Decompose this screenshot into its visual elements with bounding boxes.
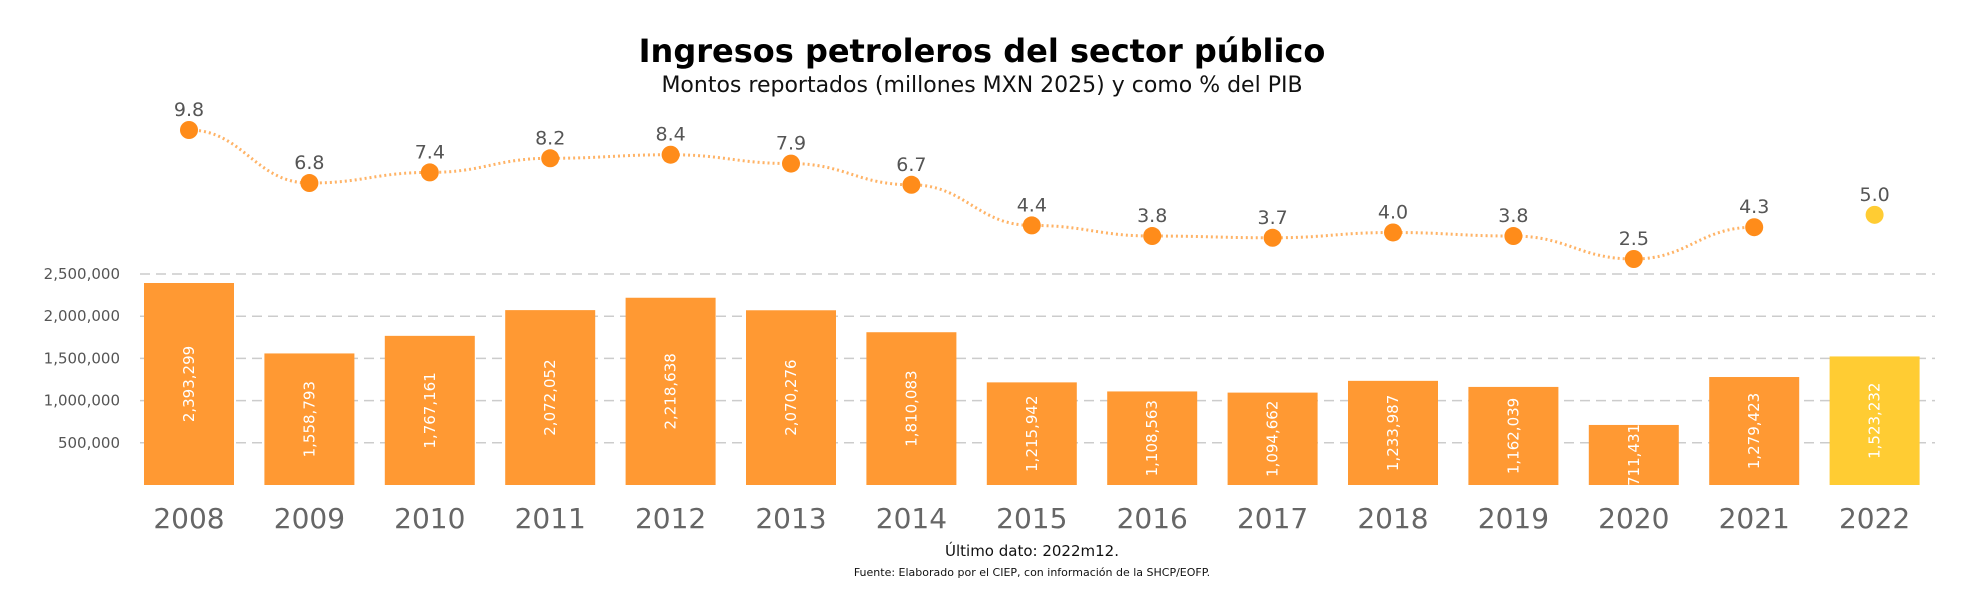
bar-label: 1,523,232: [1866, 383, 1884, 459]
bar-label: 1,810,083: [902, 370, 920, 446]
x-tick-label: 2020: [1598, 502, 1669, 535]
chart-title: Ingresos petroleros del sector público: [639, 32, 1326, 70]
bar: [986, 382, 1077, 485]
pct-label: 4.3: [1739, 196, 1769, 218]
pct-point: [1504, 227, 1523, 246]
pct-point: [661, 145, 680, 164]
bar: [1829, 356, 1920, 485]
y-tick-label: 2,500,000: [44, 265, 120, 283]
pct-point: [1263, 228, 1282, 247]
y-tick-label: 1,500,000: [44, 349, 120, 367]
x-tick-label: 2014: [876, 502, 947, 535]
bar-label: 1,108,563: [1143, 400, 1161, 476]
bar-label: 1,215,942: [1023, 396, 1041, 472]
bar-label: 2,070,276: [782, 359, 800, 435]
bar: [505, 310, 596, 485]
x-tick-label: 2017: [1237, 502, 1308, 535]
y-axis-ticks: 500,000 1,000,000 1,500,000 2,000,000 2,500,…: [44, 265, 120, 452]
bar-label: 1,279,423: [1745, 393, 1763, 469]
footer-source: Fuente: Elaborado por el CIEP, con infor…: [854, 566, 1210, 579]
x-tick-label: 2016: [1117, 502, 1188, 535]
footer-note: Último dato: 2022m12.: [945, 541, 1119, 560]
bar-label: 1,094,662: [1264, 401, 1282, 477]
pct-point: [420, 163, 439, 182]
pct-label: 8.4: [655, 124, 685, 146]
bar: [264, 353, 355, 485]
bar: [866, 332, 957, 485]
x-axis-ticks: 2008 2009 2010 2011 2012 2013 2014 2015 2016 2017…: [153, 502, 1910, 535]
pct-point: [1384, 223, 1402, 242]
pct-label: 2.5: [1619, 228, 1649, 250]
pct-labels: 9.8 6.8 7.4 8.2 8.4 7.9 6.7 4.4 3.8 3.7 4.0 3.8 2.5 4…: [174, 99, 1890, 250]
x-tick-label: 2021: [1719, 502, 1790, 535]
bar: [746, 310, 836, 485]
x-tick-label: 2019: [1478, 502, 1549, 535]
x-tick-label: 2018: [1357, 502, 1428, 535]
pct-point: [902, 175, 921, 194]
y-tick-label: 2,000,000: [44, 307, 120, 325]
x-tick-label: 2009: [274, 502, 345, 535]
pct-point: [1745, 218, 1764, 237]
bar-labels: 2,393,299 1,558,793 1,767,161 2,072,052 2,21…: [180, 346, 1884, 486]
pct-label: 9.8: [174, 99, 204, 121]
pct-label: 3.8: [1137, 205, 1167, 227]
pct-label: 4.0: [1378, 201, 1408, 223]
bar: [1107, 391, 1198, 485]
x-tick-label: 2012: [635, 502, 706, 535]
x-tick-label: 2011: [515, 502, 586, 535]
bar-label: 2,393,299: [180, 346, 198, 422]
bar: [625, 297, 716, 485]
pct-point: [180, 121, 198, 139]
bar-label: 2,218,638: [662, 353, 680, 429]
bar: [1709, 377, 1800, 485]
bar: [384, 335, 475, 485]
pct-label: 6.7: [896, 154, 926, 176]
chart-subtitle: Montos reportados (millones MXN 2025) y …: [661, 73, 1302, 98]
pct-label: 6.8: [294, 152, 324, 174]
pct-point: [1865, 205, 1884, 224]
pct-label: 3.8: [1498, 205, 1528, 227]
bar-label: 1,558,793: [300, 381, 318, 457]
pct-point: [300, 174, 319, 193]
bar: [1227, 392, 1318, 485]
bar-label: 2,072,052: [541, 359, 559, 435]
pct-label: 4.4: [1017, 194, 1047, 216]
pct-point: [1022, 216, 1041, 235]
pct-point: [541, 149, 560, 168]
x-tick-label: 2010: [394, 502, 465, 535]
x-tick-label: 2013: [755, 502, 826, 535]
pct-point: [1624, 250, 1643, 268]
pct-label: 3.7: [1257, 207, 1287, 229]
pct-line: [188, 128, 1755, 261]
pct-point: [1143, 227, 1162, 246]
bar-label: 1,162,039: [1504, 398, 1522, 474]
pct-point: [782, 154, 800, 173]
bar: [1468, 386, 1559, 485]
bar: [1348, 380, 1438, 485]
bar-label: 711,431: [1625, 424, 1643, 486]
bar: [1588, 424, 1679, 485]
x-tick-label: 2022: [1839, 502, 1910, 535]
pct-label: 7.4: [415, 141, 445, 163]
bar-label: 1,233,987: [1384, 395, 1402, 471]
bars: [144, 283, 1920, 485]
y-tick-label: 500,000: [58, 434, 120, 452]
x-tick-label: 2015: [996, 502, 1067, 535]
pct-line-path: [188, 128, 1755, 261]
pct-label: 8.2: [535, 127, 565, 149]
bar-label: 1,767,161: [421, 372, 439, 448]
pct-points: [180, 121, 1884, 268]
x-tick-label: 2008: [153, 502, 224, 535]
y-tick-label: 1,000,000: [44, 392, 120, 410]
pct-label: 5.0: [1859, 184, 1889, 206]
bar: [144, 283, 234, 485]
pct-label: 7.9: [776, 133, 806, 155]
